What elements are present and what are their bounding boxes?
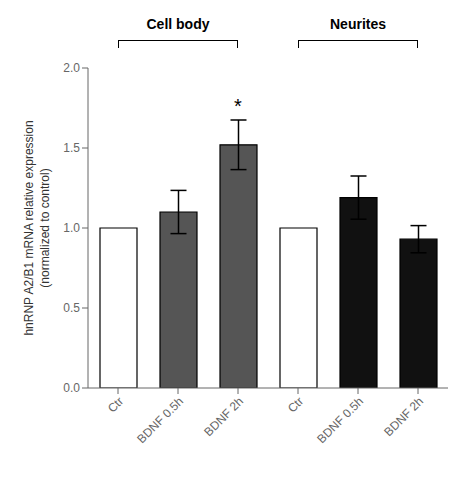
svg-text:BDNF 2h: BDNF 2h xyxy=(381,394,426,439)
svg-text:Ctr: Ctr xyxy=(105,394,126,415)
svg-text:BDNF 2h: BDNF 2h xyxy=(201,394,246,439)
svg-text:Ctr: Ctr xyxy=(285,394,306,415)
svg-text:(normalized to control): (normalized to control) xyxy=(38,168,52,287)
html-text:Neurites: Neurites xyxy=(330,16,386,32)
svg-text:1.0: 1.0 xyxy=(63,221,80,235)
svg-text:*: * xyxy=(234,95,242,117)
svg-text:1.5: 1.5 xyxy=(63,141,80,155)
svg-text:BDNF 0.5h: BDNF 0.5h xyxy=(314,394,366,446)
svg-text:2.0: 2.0 xyxy=(63,61,80,75)
svg-text:hnRNP A2/B1 mRNA relative expr: hnRNP A2/B1 mRNA relative expression xyxy=(22,120,36,335)
svg-text:0.0: 0.0 xyxy=(63,381,80,395)
svg-text:BDNF 0.5h: BDNF 0.5h xyxy=(134,394,186,446)
svg-text:0.5: 0.5 xyxy=(63,301,80,315)
html-text:Cell body: Cell body xyxy=(146,16,210,32)
